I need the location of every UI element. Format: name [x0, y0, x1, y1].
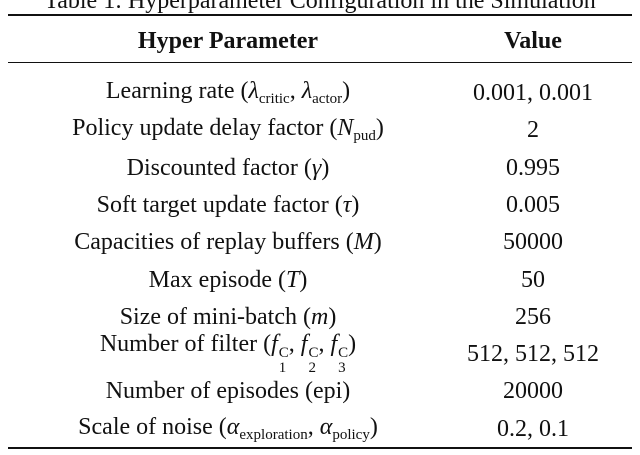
parameter-name: Soft target update factor (τ)	[97, 193, 360, 217]
math-symbol: f	[330, 331, 338, 358]
math-symbol: α	[319, 413, 333, 440]
label-text: ,	[289, 78, 302, 104]
header-value: Value	[504, 28, 562, 54]
label-text: )	[369, 413, 378, 440]
superscript: C	[338, 345, 349, 362]
label-text: )	[299, 266, 308, 293]
parameter-name: Policy update delay factor (Npud)	[72, 116, 384, 144]
bottom-rule	[8, 447, 632, 449]
math-symbol: α	[226, 413, 240, 440]
parameter-value: 256	[515, 303, 551, 330]
math-symbol: τ	[342, 191, 352, 218]
parameter-value: 0.995	[506, 154, 560, 181]
math-symbol: M	[353, 229, 374, 256]
label-text: )	[328, 303, 337, 330]
math-symbol: f	[271, 331, 278, 358]
label-text: Max episode (	[148, 266, 286, 293]
label-text: Learning rate (	[105, 78, 249, 104]
label-text: )	[342, 78, 351, 104]
parameter-value: 20000	[503, 378, 563, 405]
subscript: actor	[312, 91, 343, 107]
parameter-name: Discounted factor (γ)	[127, 156, 330, 180]
subscript: policy	[332, 426, 370, 443]
parameter-name: Scale of noise (αexploration, αpolicy)	[78, 415, 378, 443]
label-text: Number of filter (	[99, 331, 272, 358]
mid-rule	[8, 62, 632, 63]
parameter-name: Size of mini-batch (m)	[120, 305, 337, 329]
parameter-value: 0.2, 0.1	[497, 415, 569, 442]
label-text: Soft target update factor (	[96, 191, 343, 218]
superscript: C	[308, 345, 319, 362]
label-text: Discounted factor (	[126, 154, 312, 181]
label-text: )	[348, 331, 357, 358]
superscript: C	[278, 345, 289, 362]
label-text: Capacities of replay buffers (	[74, 229, 354, 256]
table-caption: Table 1: Hyperparameter Configuration in…	[44, 0, 596, 14]
parameter-name: Learning rate (λcritic, λactor)	[106, 79, 350, 107]
label-text: ,	[307, 413, 320, 440]
math-symbol: γ	[311, 154, 322, 181]
subscript: 2	[308, 360, 316, 377]
math-symbol: λ	[248, 78, 259, 104]
label-text: ,	[288, 331, 301, 358]
subscript: 1	[278, 360, 287, 377]
math-symbol: f	[300, 331, 308, 358]
label-text: Scale of noise (	[78, 413, 227, 440]
parameter-name: Max episode (T)	[149, 268, 308, 292]
top-rule	[8, 14, 632, 16]
parameter-value: 50	[521, 266, 545, 293]
label-text: )	[321, 154, 330, 181]
subscript: exploration	[239, 426, 308, 443]
subscript: 3	[338, 360, 346, 377]
label-text: )	[375, 115, 384, 142]
subscript: pud	[353, 128, 376, 145]
label-text: Number of episodes (epi)	[105, 378, 351, 405]
label-text: ,	[318, 331, 331, 358]
header-parameter: Hyper Parameter	[137, 28, 319, 54]
label-text: Size of mini-batch (	[119, 303, 311, 330]
math-symbol: T	[285, 266, 300, 293]
parameter-value: 512, 512, 512	[467, 341, 599, 368]
math-symbol: N	[337, 115, 354, 142]
parameter-value: 50000	[503, 229, 563, 256]
label-text: )	[351, 191, 360, 218]
math-symbol: λ	[301, 78, 313, 104]
label-text: )	[373, 229, 382, 256]
math-symbol: m	[310, 303, 329, 330]
parameter-name: Capacities of replay buffers (M)	[74, 230, 381, 254]
label-text: Policy update delay factor (	[72, 115, 338, 142]
parameter-value: 0.001, 0.001	[473, 80, 593, 106]
parameter-name: Number of episodes (epi)	[106, 379, 351, 403]
parameter-value: 0.005	[506, 191, 560, 218]
parameter-value: 2	[527, 117, 539, 144]
subscript: critic	[258, 91, 290, 107]
